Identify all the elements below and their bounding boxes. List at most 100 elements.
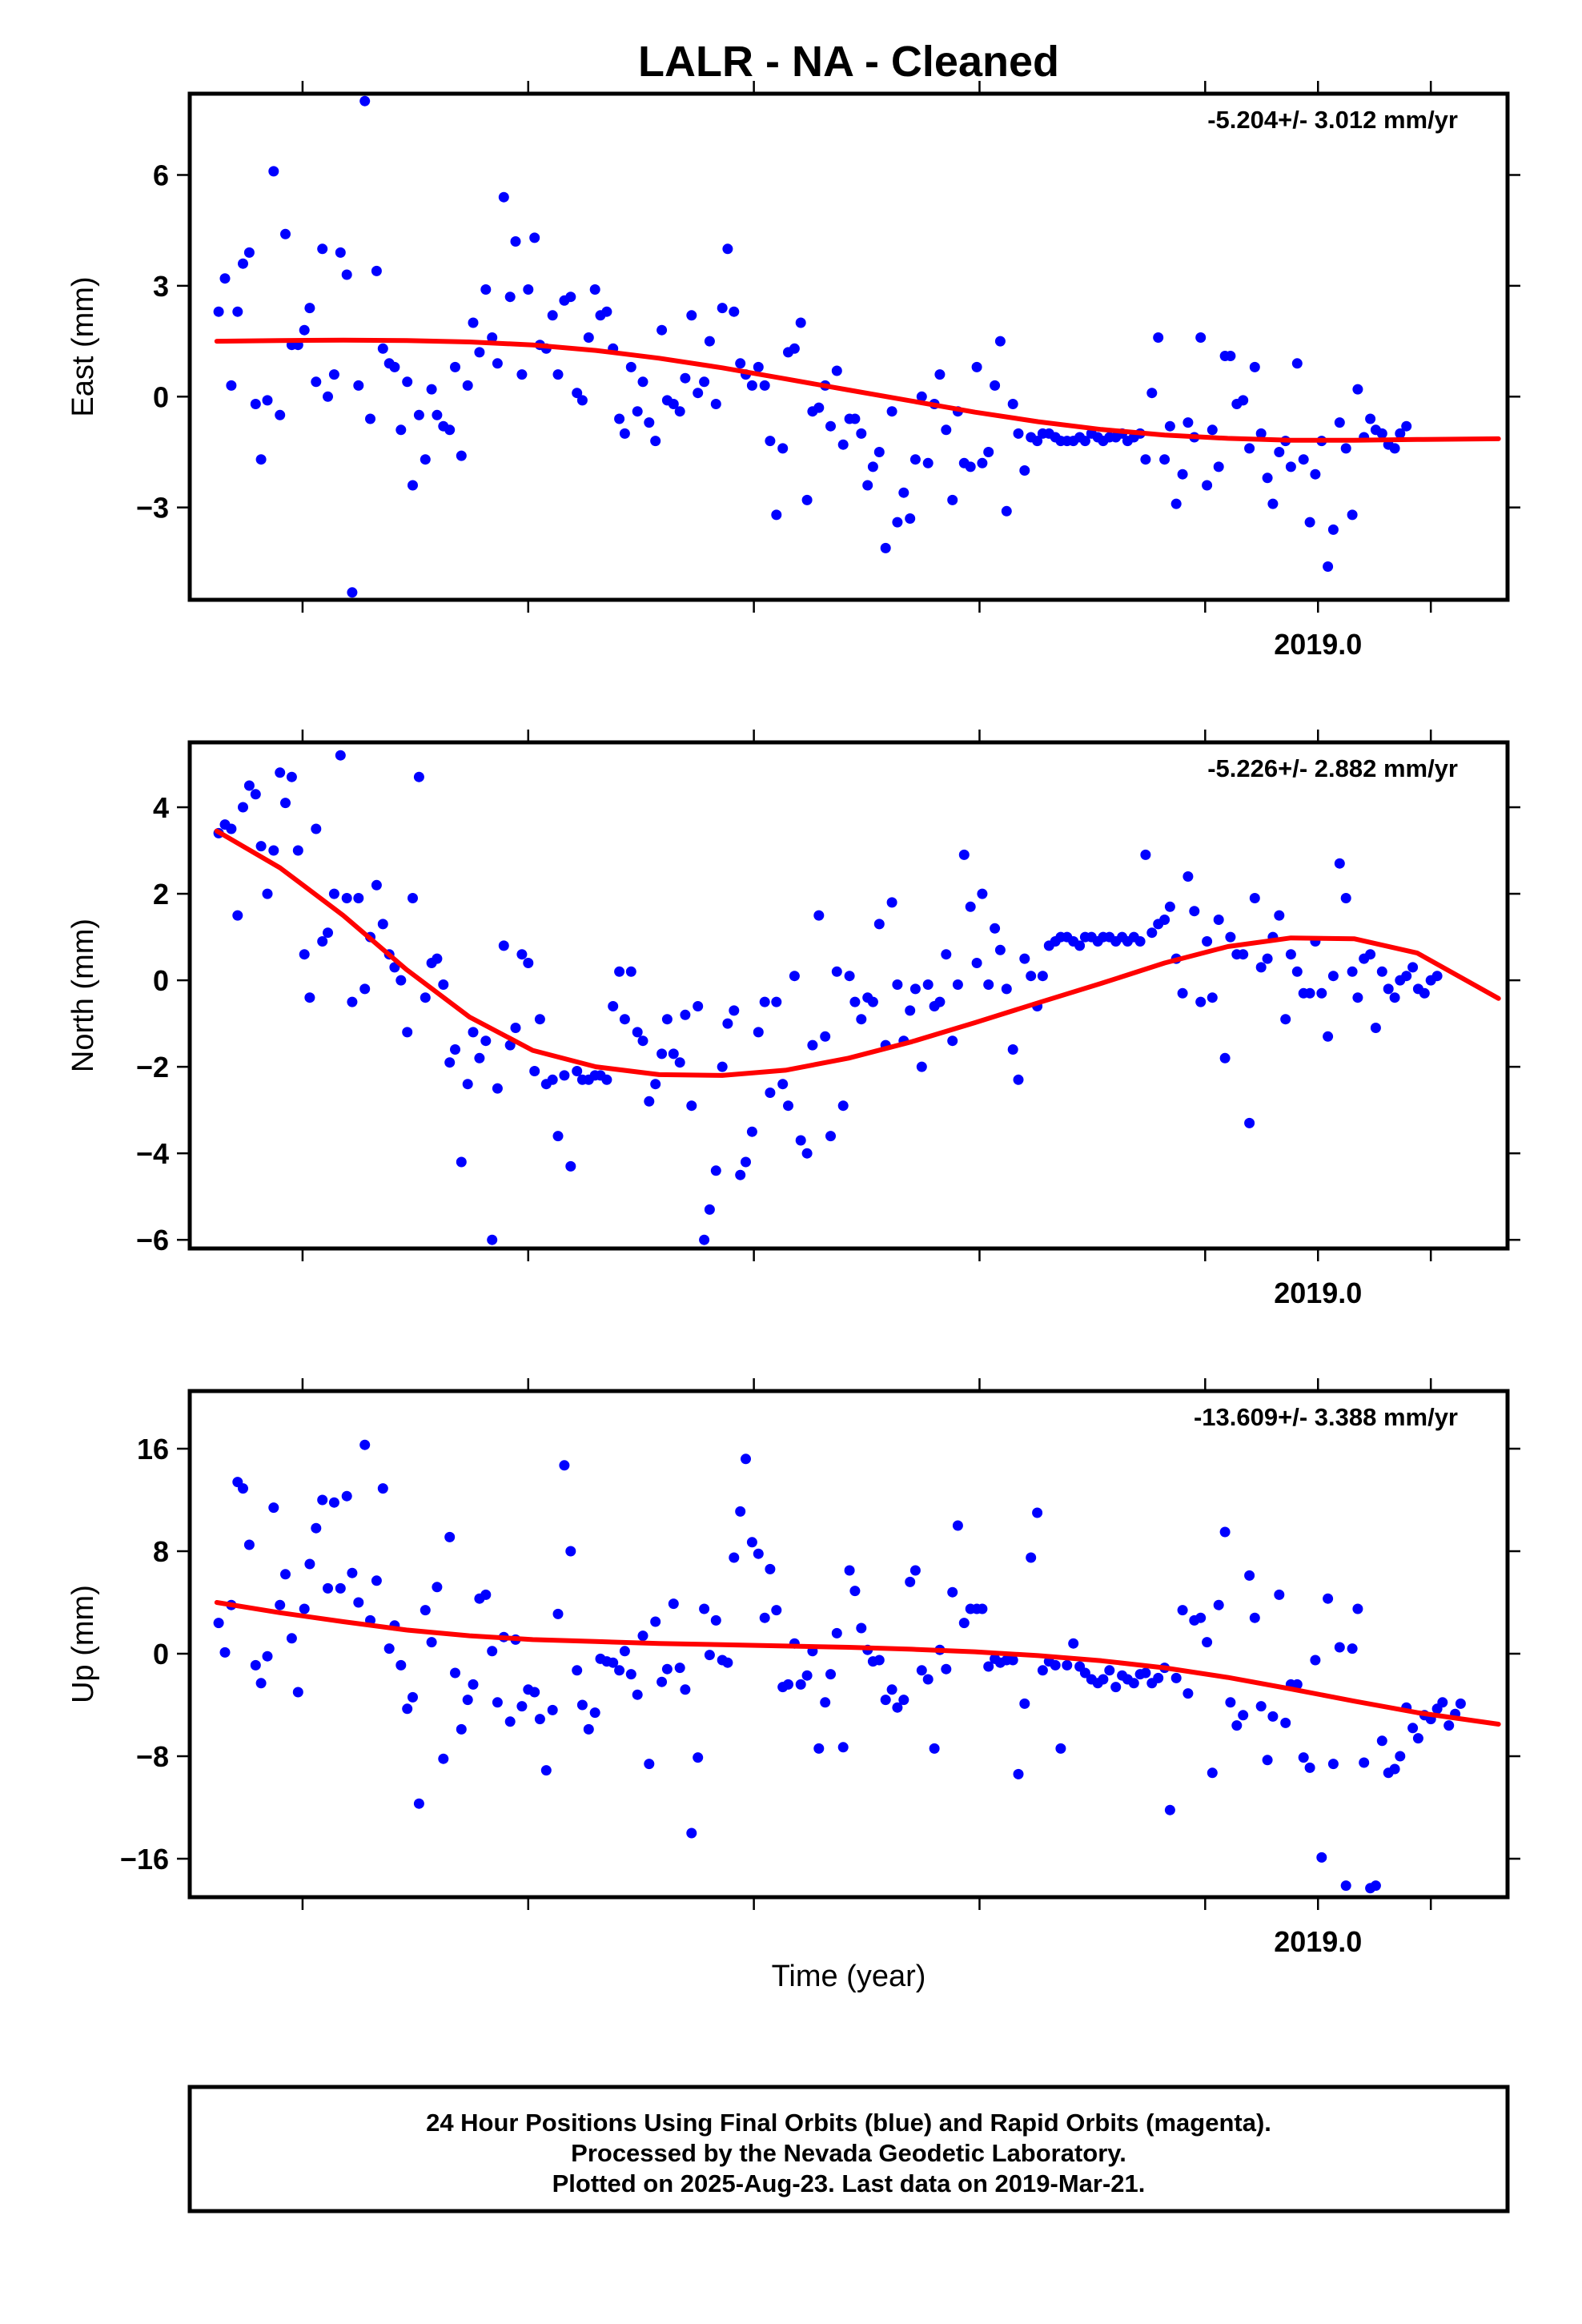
east-data-point [359, 95, 371, 107]
up-data-point [1376, 1735, 1387, 1747]
north-data-point [226, 823, 237, 834]
north-data-point [1182, 871, 1194, 882]
east-data-point [753, 361, 764, 372]
east-data-point [1267, 498, 1279, 509]
east-data-point [498, 191, 509, 203]
north-data-point [746, 1126, 757, 1137]
east-data-point [468, 317, 479, 328]
north-data-point [608, 1001, 619, 1011]
up-data-point [710, 1614, 721, 1626]
up-data-point [487, 1646, 498, 1657]
east-data-point [693, 388, 704, 399]
east-data-point [1291, 358, 1303, 369]
north-data-point [487, 1234, 498, 1245]
up-data-point [898, 1695, 909, 1706]
north-points [213, 750, 1443, 1245]
east-data-point [243, 247, 255, 258]
north-data-point [1334, 858, 1345, 869]
north-data-point [1134, 936, 1146, 947]
up-data-point [1019, 1698, 1030, 1709]
east-data-point [1164, 420, 1175, 432]
north-data-point [795, 1135, 806, 1146]
east-plot-frame [187, 91, 1510, 602]
up-data-point [880, 1695, 891, 1706]
up-data-point [1177, 1605, 1188, 1616]
east-data-point [856, 428, 867, 439]
east-data-point [1202, 480, 1213, 491]
east-ytick-label: 3 [153, 270, 169, 303]
east-data-point [619, 428, 630, 439]
up-data-point [704, 1650, 715, 1661]
east-data-point [994, 336, 1006, 347]
north-data-point [735, 1169, 746, 1180]
north-data-point [867, 996, 878, 1007]
up-data-point [565, 1546, 576, 1557]
up-data-point [1098, 1674, 1109, 1685]
east-data-point [1032, 436, 1043, 447]
east-data-point [402, 376, 413, 388]
north-data-point [1383, 983, 1394, 995]
east-data-point [990, 380, 1001, 391]
up-data-point [693, 1752, 704, 1763]
north-data-point [335, 750, 346, 761]
up-data-point [1267, 1711, 1279, 1722]
east-data-point [1213, 461, 1224, 472]
north-data-point [1225, 931, 1236, 943]
north-data-point [1291, 966, 1303, 977]
east-data-point [377, 343, 388, 354]
north-xtick-label: 2019.0 [1274, 1277, 1362, 1309]
north-data-point [844, 971, 855, 982]
north-data-point [693, 1001, 704, 1011]
east-data-point [1327, 524, 1339, 535]
north-data-point [777, 1079, 789, 1090]
up-ytick-label: −8 [136, 1740, 169, 1773]
north-data-point [359, 983, 371, 995]
east-data-point [1340, 443, 1351, 454]
east-data-point [268, 166, 279, 177]
north-data-point [1074, 940, 1086, 951]
east-data-point [226, 380, 237, 391]
north-ytick-label: 0 [153, 964, 169, 997]
up-data-point [1340, 1880, 1351, 1892]
east-data-point [717, 303, 728, 314]
east-data-point [1225, 351, 1236, 361]
east-data-point [1395, 428, 1406, 439]
up-data-point [238, 1483, 248, 1494]
north-data-point [1207, 992, 1218, 1003]
up-data-point [699, 1603, 710, 1614]
up-xtick-label: 2019.0 [1274, 1925, 1362, 1958]
east-data-point [1262, 472, 1273, 484]
up-data-point [1347, 1643, 1358, 1655]
up-data-point [905, 1576, 916, 1587]
north-data-point [971, 958, 982, 968]
up-data-point [219, 1647, 231, 1658]
east-data-point [1146, 388, 1158, 399]
up-data-point [1050, 1659, 1061, 1671]
east-data-point [614, 413, 625, 424]
north-data-point [1274, 910, 1285, 921]
east-data-point [801, 494, 813, 505]
east-data-point [255, 454, 267, 465]
east-data-point [1365, 413, 1376, 424]
north-data-point [432, 953, 443, 964]
up-data-point [674, 1663, 685, 1674]
up-data-point [1323, 1593, 1334, 1604]
east-data-point [746, 380, 757, 391]
north-data-point [504, 1039, 516, 1051]
up-data-point [1153, 1672, 1164, 1683]
north-data-point [438, 979, 449, 990]
east-data-point [396, 424, 407, 436]
north-data-point [977, 888, 988, 899]
up-data-point [1219, 1526, 1231, 1538]
up-data-point [371, 1575, 382, 1586]
up-data-point [255, 1678, 267, 1689]
up-data-point [444, 1531, 456, 1542]
up-data-point [1231, 1720, 1243, 1731]
up-data-point [1110, 1682, 1122, 1693]
north-data-point [710, 1165, 721, 1176]
east-data-point [729, 306, 740, 317]
north-data-point [765, 1088, 776, 1098]
north-data-point [807, 1039, 818, 1051]
north-data-point [1013, 1074, 1024, 1085]
up-rate-label: -13.609+/- 3.388 mm/yr [1194, 1403, 1458, 1431]
